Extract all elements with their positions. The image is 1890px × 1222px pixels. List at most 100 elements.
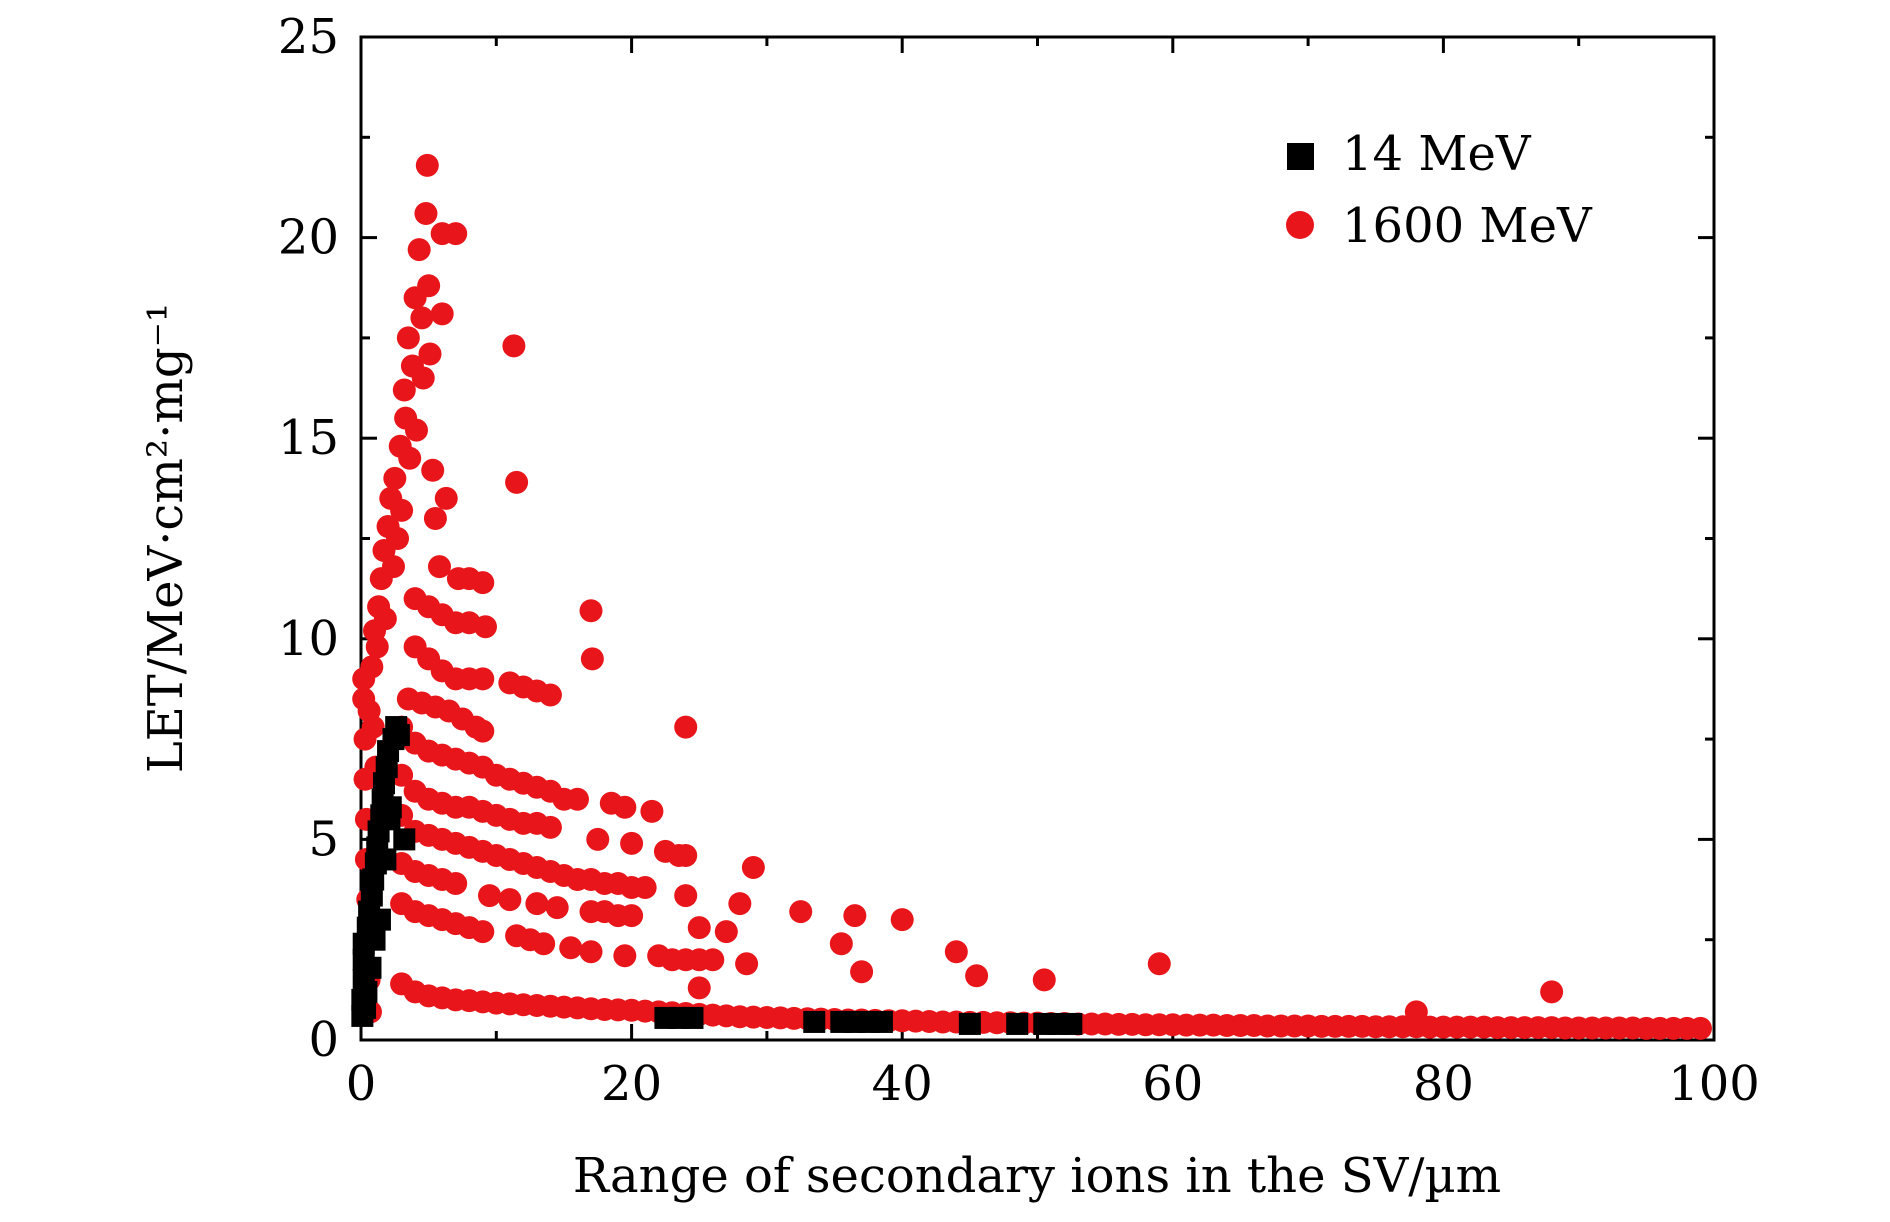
- data-point-1600mev: [579, 940, 603, 964]
- data-point-1600mev: [373, 607, 397, 631]
- data-point-1600mev: [620, 831, 644, 855]
- data-point-1600mev: [1688, 1016, 1712, 1040]
- y-tick-label: 15: [278, 410, 339, 466]
- data-point-1600mev: [478, 884, 502, 908]
- data-point-14mev: [374, 848, 397, 871]
- data-point-14mev: [359, 956, 382, 979]
- data-point-1600mev: [850, 960, 874, 984]
- data-point-1600mev: [944, 940, 968, 964]
- data-points: [351, 153, 1712, 1040]
- data-point-14mev: [355, 980, 378, 1003]
- data-point-1600mev: [829, 932, 853, 956]
- data-point-1600mev: [789, 900, 813, 924]
- data-point-1600mev: [417, 274, 441, 298]
- data-point-1600mev: [559, 936, 583, 960]
- data-point-1600mev: [427, 555, 451, 579]
- data-point-1600mev: [434, 486, 458, 510]
- y-tick-label: 25: [278, 9, 339, 65]
- data-point-14mev: [368, 908, 391, 931]
- x-tick-label: 60: [1142, 1056, 1203, 1112]
- data-point-1600mev: [613, 944, 637, 968]
- data-point-14mev: [379, 796, 402, 819]
- data-point-1600mev: [687, 976, 711, 1000]
- data-point-1600mev: [633, 876, 657, 900]
- data-point-14mev: [1060, 1012, 1083, 1035]
- data-point-1600mev: [674, 843, 698, 867]
- data-point-14mev: [803, 1010, 826, 1033]
- y-tick-label: 20: [278, 210, 339, 266]
- data-point-1600mev: [502, 334, 526, 358]
- data-point-1600mev: [471, 571, 495, 595]
- data-point-1600mev: [579, 599, 603, 623]
- data-point-1600mev: [404, 418, 428, 442]
- data-point-1600mev: [843, 904, 867, 928]
- data-point-14mev: [387, 724, 410, 747]
- data-point-1600mev: [580, 647, 604, 671]
- data-point-1600mev: [423, 506, 447, 530]
- data-point-1600mev: [640, 799, 664, 823]
- data-point-1600mev: [360, 655, 384, 679]
- data-point-1600mev: [890, 908, 914, 932]
- y-tick-label: 5: [308, 811, 339, 867]
- data-point-1600mev: [728, 892, 752, 916]
- data-point-1600mev: [421, 458, 445, 482]
- data-point-1600mev: [1540, 980, 1564, 1004]
- x-tick-label: 20: [601, 1056, 662, 1112]
- data-point-1600mev: [410, 306, 434, 330]
- data-point-1600mev: [741, 855, 765, 879]
- data-point-1600mev: [444, 222, 468, 246]
- data-point-14mev: [393, 828, 416, 851]
- data-point-1600mev: [965, 964, 989, 988]
- data-point-14mev: [870, 1010, 893, 1033]
- data-point-1600mev: [620, 904, 644, 928]
- x-axis-label: Range of secondary ions in the SV/µm: [573, 1148, 1501, 1204]
- legend-label-1600mev: 1600 MeV: [1342, 198, 1593, 254]
- data-point-14mev: [681, 1006, 704, 1029]
- data-point-1600mev: [613, 795, 637, 819]
- x-tick-label: 80: [1413, 1056, 1474, 1112]
- data-point-1600mev: [714, 920, 738, 944]
- data-point-1600mev: [381, 555, 405, 579]
- y-tick-label: 10: [278, 611, 339, 667]
- data-point-1600mev: [735, 952, 759, 976]
- data-point-1600mev: [471, 719, 495, 743]
- axis-ticks: 0 20 40 60 80 100 0 5 10 15 20 25: [278, 9, 1760, 1112]
- data-point-1600mev: [674, 715, 698, 739]
- legend-label-14mev: 14 MeV: [1342, 126, 1532, 182]
- data-point-1600mev: [471, 667, 495, 691]
- data-point-1600mev: [407, 238, 431, 262]
- data-point-1600mev: [538, 815, 562, 839]
- data-point-1600mev: [457, 611, 481, 635]
- data-point-1600mev: [383, 466, 407, 490]
- data-point-14mev: [1006, 1012, 1029, 1035]
- data-point-1600mev: [444, 872, 468, 896]
- data-point-1600mev: [545, 896, 569, 920]
- data-point-1600mev: [1032, 968, 1056, 992]
- y-tick-label: 0: [308, 1012, 339, 1068]
- data-point-1600mev: [586, 827, 610, 851]
- data-point-1600mev: [418, 342, 442, 366]
- y-axis-label: LET/MeV·cm²·mg⁻¹: [138, 303, 194, 773]
- legend: 14 MeV 1600 MeV: [1286, 126, 1593, 254]
- data-point-1600mev: [471, 920, 495, 944]
- data-point-1600mev: [674, 884, 698, 908]
- legend-marker-14mev: [1287, 143, 1314, 170]
- plot-frame: [359, 35, 1716, 1042]
- data-point-1600mev: [396, 326, 420, 350]
- data-point-1600mev: [1147, 952, 1171, 976]
- data-point-1600mev: [498, 888, 522, 912]
- data-point-1600mev: [430, 302, 454, 326]
- data-point-1600mev: [414, 202, 438, 226]
- data-point-1600mev: [411, 366, 435, 390]
- data-point-1600mev: [390, 498, 414, 522]
- data-point-1600mev: [565, 787, 589, 811]
- data-point-1600mev: [538, 683, 562, 707]
- data-point-1600mev: [687, 916, 711, 940]
- x-tick-label: 100: [1668, 1056, 1760, 1112]
- data-point-1600mev: [365, 635, 389, 659]
- data-point-1600mev: [392, 378, 416, 402]
- data-point-14mev: [363, 928, 386, 951]
- data-point-1600mev: [386, 527, 410, 550]
